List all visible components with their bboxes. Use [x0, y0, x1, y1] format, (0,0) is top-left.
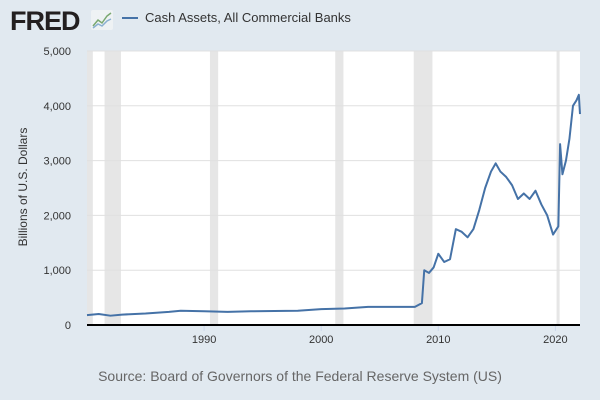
recession-band	[209, 51, 219, 325]
y-tick-label: 1,000	[43, 265, 71, 277]
x-tick-label: 1990	[192, 334, 216, 346]
source-note: Source: Board of Governors of the Federa…	[98, 368, 502, 384]
x-tick-label: 2020	[543, 334, 567, 346]
recession-band	[556, 51, 560, 325]
legend-label: Cash Assets, All Commercial Banks	[145, 10, 351, 25]
plot-background	[87, 51, 580, 325]
y-tick-label: 5,000	[43, 46, 71, 58]
recession-band	[87, 51, 93, 325]
recession-band	[104, 51, 121, 325]
fred-logo[interactable]: FRED	[10, 6, 80, 36]
recession-band	[335, 51, 344, 325]
recession-band	[413, 51, 433, 325]
y-tick-label: 3,000	[43, 156, 71, 168]
legend-swatch	[122, 16, 138, 19]
y-tick-label: 4,000	[43, 101, 71, 113]
y-tick-label: 0	[65, 320, 71, 332]
y-tick-label: 2,000	[43, 210, 71, 222]
line-chart-icon	[91, 10, 113, 30]
x-tick-label: 2010	[426, 334, 450, 346]
x-tick-label: 2000	[309, 334, 333, 346]
series-line	[86, 93, 581, 317]
legend: Cash Assets, All Commercial Banks	[122, 10, 351, 25]
